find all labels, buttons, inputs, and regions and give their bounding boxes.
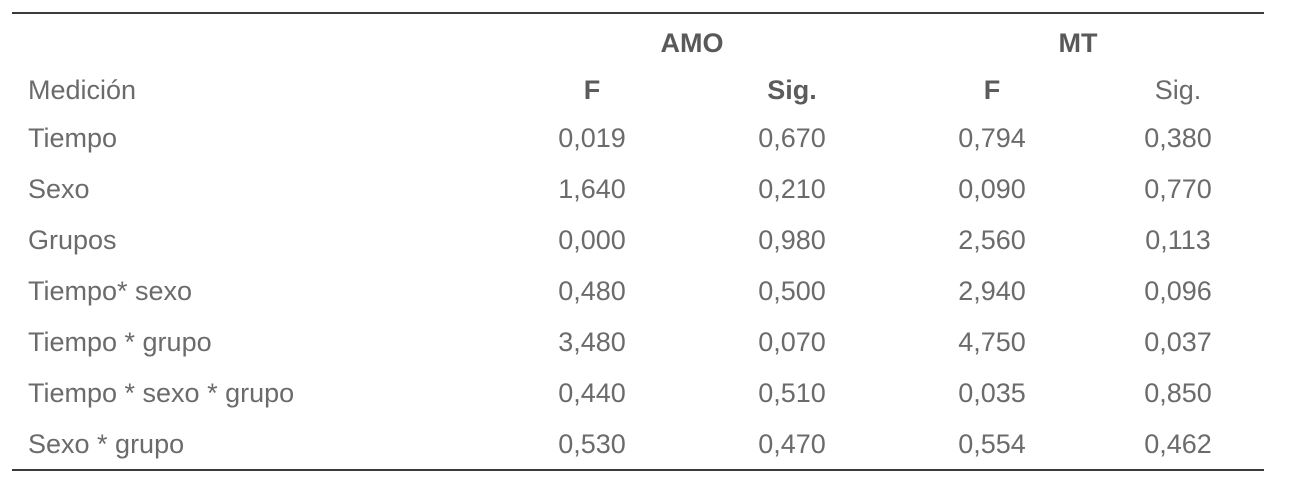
cell-amo-f: 3,480 xyxy=(558,327,626,357)
group-header-spacer xyxy=(12,13,492,67)
row-label: Sexo * grupo xyxy=(28,428,185,459)
cell-amo-sig: 0,500 xyxy=(758,276,826,306)
table-row-tiempo-sexo-grupo: Tiempo * sexo * grupo 0,440 0,510 0,035 … xyxy=(12,368,1264,419)
row-label: Sexo xyxy=(28,174,90,204)
row-label: Grupos xyxy=(28,225,117,255)
cell-amo-sig: 0,070 xyxy=(758,327,826,357)
column-header-mt-f: F xyxy=(983,74,1001,105)
cell-amo-sig: 0,510 xyxy=(758,378,826,408)
group-header-mt: MT xyxy=(1058,28,1098,58)
cell-mt-sig: 0,850 xyxy=(1144,378,1212,408)
cell-mt-sig: 0,096 xyxy=(1144,276,1212,306)
cell-mt-f: 4,750 xyxy=(958,327,1026,357)
cell-mt-sig: 0,037 xyxy=(1144,327,1212,357)
cell-mt-f: 0,554 xyxy=(958,428,1026,459)
column-header-medicion: Medición xyxy=(28,74,137,105)
cell-mt-sig: 0,462 xyxy=(1144,428,1212,459)
table-row-tiempo-sexo: Tiempo* sexo 0,480 0,500 2,940 0,096 xyxy=(12,266,1264,317)
column-header-mt-sig: Sig. xyxy=(1154,74,1202,105)
cell-amo-sig: 0,210 xyxy=(758,174,826,204)
cell-mt-sig: 0,770 xyxy=(1144,174,1212,204)
cell-mt-f: 0,035 xyxy=(958,378,1026,408)
cell-amo-f: 0,440 xyxy=(558,378,626,408)
cell-mt-f: 2,940 xyxy=(958,276,1026,306)
column-header-amo-sig: Sig. xyxy=(767,74,817,105)
group-header-amo: AMO xyxy=(660,28,724,58)
cell-amo-f: 0,530 xyxy=(558,428,626,459)
cell-amo-sig: 0,980 xyxy=(758,225,826,255)
cell-mt-sig: 0,380 xyxy=(1144,123,1212,153)
row-label: Tiempo* sexo xyxy=(28,276,193,306)
cell-mt-f: 0,090 xyxy=(958,174,1026,204)
statistics-table: AMO MT Medición F Sig. F Sig. Tiempo 0,0… xyxy=(12,12,1265,471)
table-row-tiempo-grupo: Tiempo * grupo 3,480 0,070 4,750 0,037 xyxy=(12,317,1264,368)
cell-amo-f: 1,640 xyxy=(558,174,626,204)
cell-amo-f: 0,000 xyxy=(558,225,626,255)
row-label: Tiempo xyxy=(28,123,118,153)
table-row-tiempo: Tiempo 0,019 0,670 0,794 0,380 xyxy=(12,113,1264,164)
cell-amo-sig: 0,470 xyxy=(758,428,826,459)
cell-mt-f: 0,794 xyxy=(958,123,1026,153)
row-label: Tiempo * grupo xyxy=(28,327,212,357)
row-label: Tiempo * sexo * grupo xyxy=(28,378,295,408)
cell-amo-sig: 0,670 xyxy=(758,123,826,153)
column-header-amo-f: F xyxy=(583,74,601,105)
table-row-grupos: Grupos 0,000 0,980 2,560 0,113 xyxy=(12,215,1264,266)
cell-mt-sig: 0,113 xyxy=(1145,225,1211,255)
table-row-sexo-grupo: Sexo * grupo 0,530 0,470 0,554 0,462 xyxy=(12,419,1264,470)
table-row-sexo: Sexo 1,640 0,210 0,090 0,770 xyxy=(12,164,1264,215)
column-header-row: Medición F Sig. F Sig. xyxy=(12,67,1264,113)
cell-mt-f: 2,560 xyxy=(958,225,1026,255)
anova-results-table: AMO MT Medición F Sig. F Sig. Tiempo 0,0… xyxy=(12,12,1265,471)
cell-amo-f: 0,019 xyxy=(558,123,626,153)
group-header-row: AMO MT xyxy=(12,13,1264,67)
cell-amo-f: 0,480 xyxy=(558,276,626,306)
